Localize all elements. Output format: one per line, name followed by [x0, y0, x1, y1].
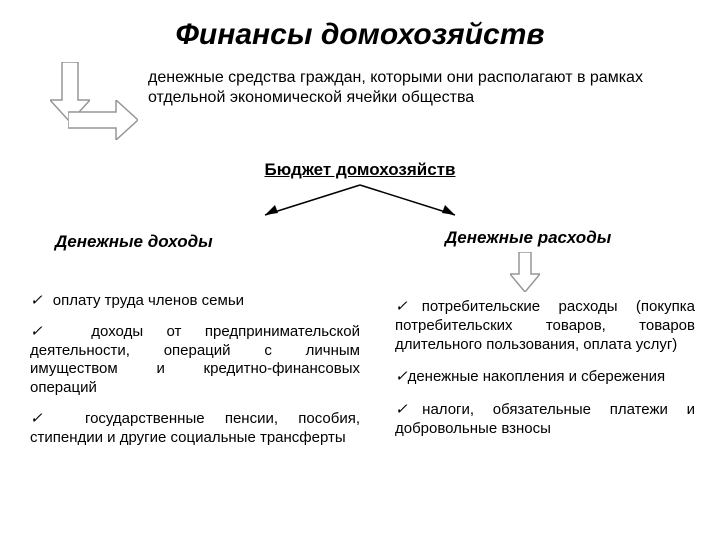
income-item-text: оплату труда членов семьи: [53, 292, 244, 309]
income-title: Денежные доходы: [55, 232, 213, 252]
check-icon: ✓: [395, 401, 422, 418]
budget-title: Бюджет домохозяйств: [0, 160, 720, 180]
list-item: ✓ доходы от предпринимательской деятельн…: [30, 323, 360, 398]
expense-item-text: налоги, обязательные платежи и доброволь…: [395, 401, 695, 437]
expense-item-text: денежные накопления и сбережения: [408, 368, 666, 385]
expense-list: ✓потребительские расходы (покупка потреб…: [395, 298, 695, 453]
main-title: Финансы домохозяйств: [0, 18, 720, 52]
check-icon: ✓: [30, 292, 43, 309]
list-item: ✓денежные накопления и сбережения: [395, 368, 695, 387]
list-item: ✓налоги, обязательные платежи и добровол…: [395, 401, 695, 439]
check-icon: ✓: [30, 323, 62, 340]
income-list: ✓ оплату труда членов семьи ✓ доходы от …: [30, 292, 360, 459]
income-item-text: государственные пенсии, пособия, стипенд…: [30, 410, 360, 446]
list-item: ✓ оплату труда членов семьи: [30, 292, 360, 311]
arrow-right-icon: [68, 100, 138, 140]
check-icon: ✓: [30, 410, 59, 427]
check-icon: ✓: [395, 368, 408, 385]
split-arrows-icon: [250, 180, 470, 220]
expense-item-text: потребительские расходы (покупка потреби…: [395, 298, 695, 353]
income-item-text: доходы от предпринимательской деятельнос…: [30, 323, 360, 396]
arrow-down-small-icon: [510, 252, 540, 292]
list-item: ✓потребительские расходы (покупка потреб…: [395, 298, 695, 354]
expense-title: Денежные расходы: [445, 228, 611, 248]
list-item: ✓ государственные пенсии, пособия, стипе…: [30, 410, 360, 448]
check-icon: ✓: [395, 298, 422, 315]
definition-text: денежные средства граждан, которыми они …: [148, 68, 668, 108]
